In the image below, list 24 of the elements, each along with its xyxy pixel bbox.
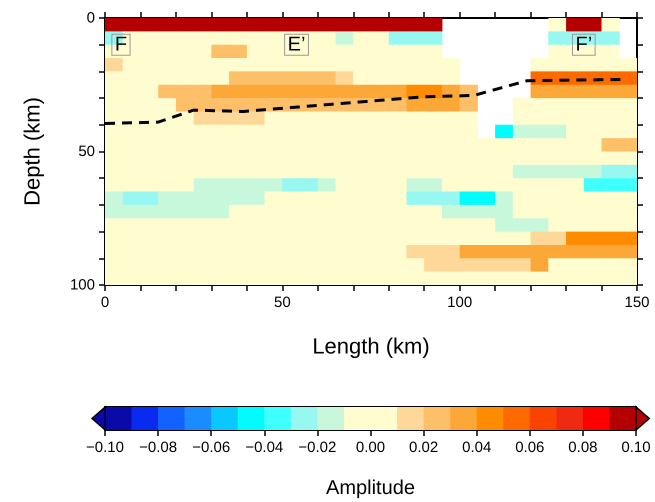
- color-bar-label: 0.02: [409, 439, 438, 456]
- color-bar-label: −0.04: [245, 439, 284, 456]
- color-bar-label: −0.08: [139, 439, 178, 456]
- color-bar-title: Amplitude: [326, 477, 415, 499]
- y-tick-label: 0: [86, 10, 95, 26]
- annotation: E’: [288, 34, 306, 56]
- annotation: F: [114, 34, 128, 56]
- x-tick-label: 0: [100, 294, 110, 311]
- color-bar-label: 0.08: [568, 439, 598, 456]
- y-axis-title: Depth (km): [20, 97, 44, 206]
- color-bar-label: −0.02: [298, 439, 336, 456]
- x-tick-label: 100: [447, 294, 472, 311]
- color-bar-label: −0.10: [86, 439, 124, 456]
- y-tick-label: 50: [78, 143, 95, 160]
- annotation: F’: [575, 34, 592, 56]
- x-tick-label: 50: [274, 294, 291, 311]
- x-tick-label: 150: [624, 294, 650, 311]
- x-axis-title: Length (km): [312, 334, 430, 358]
- color-bar-label: 0.06: [515, 439, 544, 456]
- color-bar-label: 0.04: [462, 439, 492, 456]
- color-bar-label: −0.06: [192, 439, 230, 456]
- color-bar-label: 0.10: [621, 439, 651, 456]
- y-tick-label: 100: [70, 276, 95, 294]
- color-bar-label: 0.00: [356, 439, 386, 456]
